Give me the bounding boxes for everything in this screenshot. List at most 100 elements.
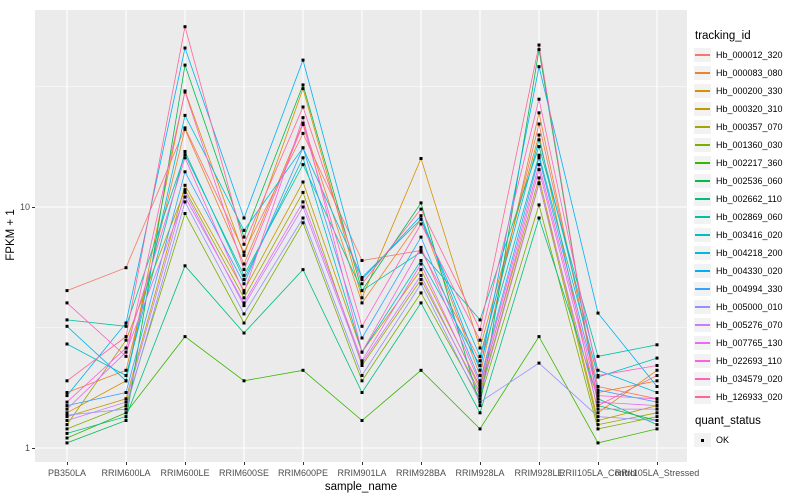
data-point[interactable] (65, 407, 69, 411)
data-point[interactable] (301, 123, 305, 126)
data-point[interactable] (478, 364, 482, 367)
legend-item[interactable]: Hb_004218_200 (694, 244, 798, 262)
legend-item[interactable]: Hb_003416_020 (694, 226, 798, 244)
data-point[interactable] (596, 407, 600, 411)
legend-item[interactable]: Hb_126933_020 (694, 388, 798, 406)
data-point[interactable] (537, 111, 541, 115)
data-point[interactable] (124, 374, 128, 377)
data-point[interactable] (242, 296, 246, 300)
data-point[interactable] (419, 217, 423, 221)
data-point[interactable] (65, 423, 69, 427)
data-point[interactable] (124, 335, 128, 339)
data-point[interactable] (124, 397, 128, 401)
data-point[interactable] (419, 214, 423, 218)
data-point[interactable] (537, 168, 541, 172)
legend-item[interactable]: Hb_002536_060 (694, 172, 798, 190)
data-point[interactable] (360, 289, 364, 293)
data-point[interactable] (537, 156, 541, 160)
legend-item[interactable]: Hb_004994_330 (694, 280, 798, 298)
data-point[interactable] (360, 374, 364, 377)
data-point[interactable] (478, 385, 482, 388)
legend-item[interactable]: Hb_002869_060 (694, 208, 798, 226)
data-point[interactable] (419, 291, 423, 295)
data-point[interactable] (242, 273, 246, 277)
data-point[interactable] (596, 411, 600, 415)
data-point[interactable] (124, 419, 128, 422)
data-point[interactable] (478, 404, 482, 408)
data-point[interactable] (419, 273, 423, 277)
data-point[interactable] (655, 397, 659, 401)
data-point[interactable] (360, 301, 364, 305)
data-point[interactable] (478, 397, 482, 401)
data-point[interactable] (478, 318, 482, 322)
data-point[interactable] (655, 423, 659, 427)
data-point[interactable] (360, 259, 364, 262)
data-point[interactable] (65, 318, 69, 322)
data-point[interactable] (419, 301, 423, 305)
data-point[interactable] (478, 368, 482, 372)
data-point[interactable] (242, 282, 246, 286)
legend-item[interactable]: Hb_001360_030 (694, 136, 798, 154)
data-point[interactable] (242, 242, 246, 246)
data-point[interactable] (242, 216, 246, 220)
data-point[interactable] (183, 200, 187, 204)
data-point[interactable] (596, 368, 600, 372)
data-point[interactable] (655, 407, 659, 411)
data-point[interactable] (478, 394, 482, 398)
data-point[interactable] (537, 176, 541, 180)
data-point[interactable] (65, 404, 69, 408)
data-point[interactable] (242, 301, 246, 305)
data-point[interactable] (596, 397, 600, 401)
data-point[interactable] (360, 282, 364, 286)
data-point[interactable] (478, 391, 482, 394)
legend-item[interactable]: Hb_005276_070 (694, 316, 798, 334)
data-point[interactable] (419, 250, 423, 254)
data-point[interactable] (419, 278, 423, 281)
data-point[interactable] (360, 379, 364, 383)
legend-item[interactable]: Hb_000200_330 (694, 82, 798, 100)
data-point[interactable] (124, 407, 128, 411)
data-point[interactable] (183, 212, 187, 215)
data-point[interactable] (65, 419, 69, 422)
data-point[interactable] (655, 368, 659, 372)
data-point[interactable] (360, 391, 364, 394)
data-point[interactable] (301, 58, 305, 62)
data-point[interactable] (124, 411, 128, 415)
data-point[interactable] (242, 268, 246, 272)
data-point[interactable] (183, 190, 187, 194)
data-point[interactable] (65, 342, 69, 346)
data-point[interactable] (655, 419, 659, 422)
data-point[interactable] (537, 203, 541, 207)
data-point[interactable] (242, 291, 246, 295)
data-point[interactable] (242, 253, 246, 257)
data-point[interactable] (360, 324, 364, 328)
data-point[interactable] (655, 415, 659, 419)
data-point[interactable] (124, 400, 128, 404)
data-point[interactable] (596, 404, 600, 408)
data-point[interactable] (419, 201, 423, 205)
data-point[interactable] (537, 133, 541, 137)
data-point[interactable] (537, 48, 541, 52)
data-point[interactable] (360, 276, 364, 279)
data-point[interactable] (183, 113, 187, 117)
legend-item[interactable]: Hb_000012_320 (694, 46, 798, 64)
data-point[interactable] (301, 156, 305, 160)
data-point[interactable] (655, 411, 659, 415)
data-point[interactable] (596, 394, 600, 398)
legend-item[interactable]: Hb_022693_110 (694, 352, 798, 370)
data-point[interactable] (655, 385, 659, 388)
data-point[interactable] (242, 289, 246, 293)
legend-item[interactable]: Hb_000083_080 (694, 64, 798, 82)
data-point[interactable] (65, 441, 69, 445)
legend-item[interactable]: Hb_000320_310 (694, 100, 798, 118)
data-point[interactable] (301, 83, 305, 87)
data-point[interactable] (596, 441, 600, 445)
data-point[interactable] (655, 343, 659, 347)
data-point[interactable] (183, 150, 187, 153)
data-point[interactable] (301, 368, 305, 372)
data-point[interactable] (183, 188, 187, 192)
data-point[interactable] (242, 304, 246, 308)
data-point[interactable] (419, 207, 423, 211)
data-point[interactable] (596, 400, 600, 404)
data-point[interactable] (301, 205, 305, 209)
